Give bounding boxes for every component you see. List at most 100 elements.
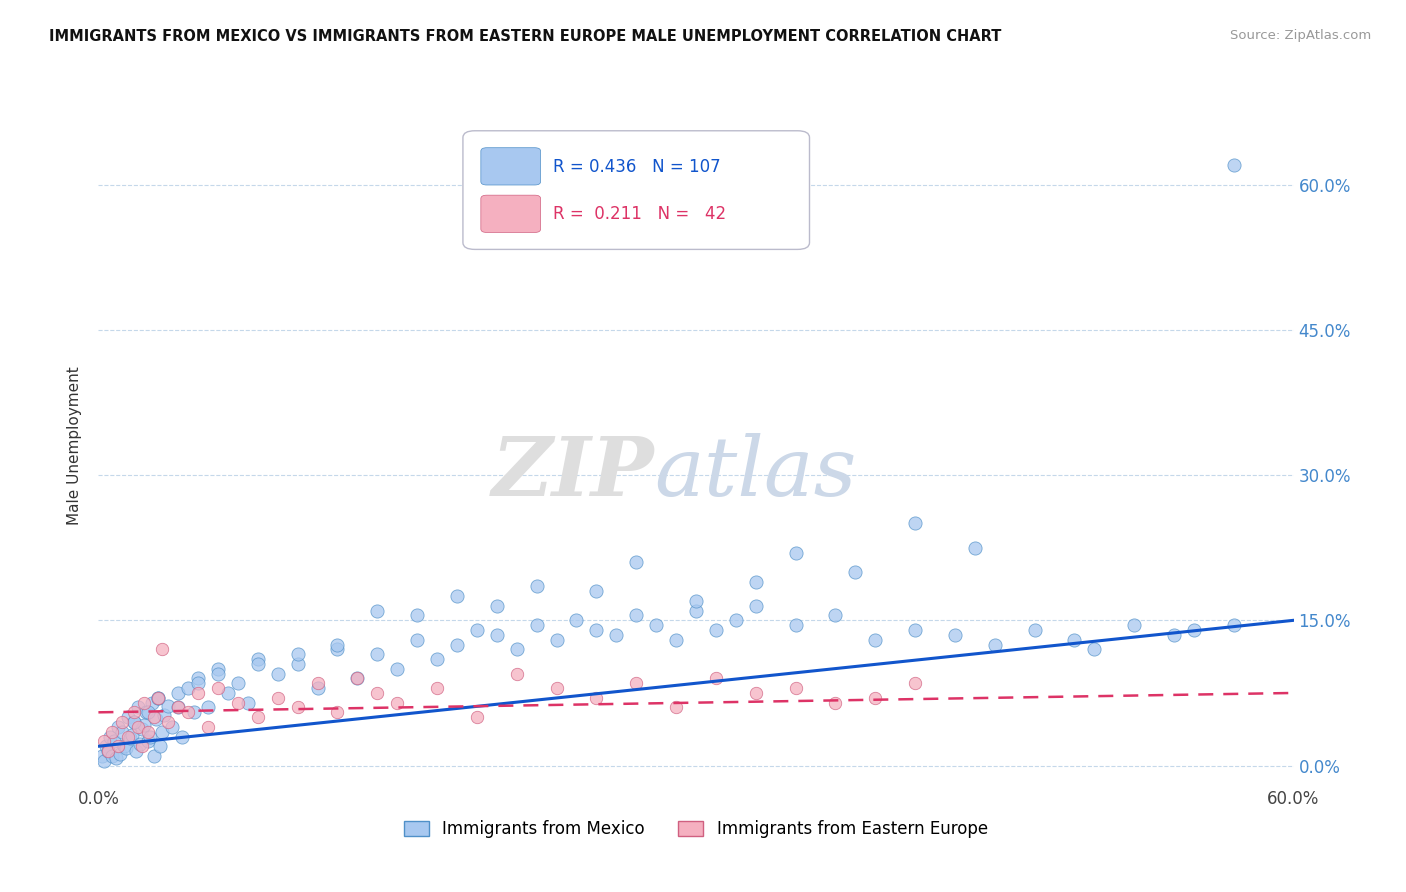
Point (153, 708, 176, 723)
Text: IMMIGRANTS FROM MEXICO VS IMMIGRANTS FROM EASTERN EUROPE MALE UNEMPLOYMENT CORRE: IMMIGRANTS FROM MEXICO VS IMMIGRANTS FRO… (49, 29, 1001, 44)
Point (111, 724, 134, 739)
Point (167, 700, 190, 714)
Point (197, 700, 219, 714)
Point (150, 724, 173, 739)
Point (91, 748, 114, 763)
Point (785, 681, 807, 695)
Point (177, 706, 200, 720)
Point (326, 642, 349, 657)
Text: R =  0.211   N =   42: R = 0.211 N = 42 (553, 205, 725, 223)
Point (127, 720, 149, 734)
Point (160, 720, 183, 734)
Point (124, 706, 146, 720)
Legend: Immigrants from Mexico, Immigrants from Eastern Europe: Immigrants from Mexico, Immigrants from … (398, 814, 994, 845)
Point (685, 604, 707, 618)
Point (267, 690, 290, 705)
Point (134, 718, 156, 732)
Point (565, 613, 588, 627)
Point (1223, 158, 1246, 172)
Point (904, 676, 927, 690)
Point (446, 638, 468, 652)
Point (117, 710, 139, 724)
Point (704, 623, 727, 637)
Point (134, 696, 156, 710)
Point (865, 690, 887, 705)
Point (187, 672, 209, 686)
Point (246, 652, 269, 666)
Point (865, 632, 887, 647)
Point (207, 662, 229, 676)
Point (724, 613, 747, 627)
Point (143, 710, 166, 724)
Point (406, 632, 429, 647)
Point (111, 714, 134, 729)
Point (307, 681, 329, 695)
Point (943, 628, 966, 642)
Text: R = 0.436   N = 107: R = 0.436 N = 107 (553, 158, 720, 176)
Point (1083, 642, 1105, 657)
Point (287, 700, 309, 714)
Point (236, 696, 259, 710)
Point (124, 714, 146, 729)
Point (136, 734, 159, 748)
Point (143, 748, 166, 763)
Point (526, 579, 548, 593)
Point (217, 686, 239, 700)
Point (267, 666, 290, 681)
Point (157, 714, 180, 729)
Point (904, 623, 927, 637)
Point (101, 724, 124, 739)
Point (103, 734, 125, 748)
Point (785, 618, 807, 632)
Point (904, 516, 927, 531)
Point (287, 647, 309, 661)
FancyBboxPatch shape (463, 131, 810, 250)
Point (406, 608, 429, 623)
Point (148, 690, 170, 705)
Point (183, 706, 205, 720)
Point (207, 681, 229, 695)
Point (385, 662, 409, 676)
Point (246, 710, 269, 724)
Point (326, 638, 349, 652)
Point (121, 728, 143, 742)
Point (145, 712, 167, 726)
Point (131, 739, 153, 754)
Point (93, 734, 115, 748)
Point (101, 748, 124, 763)
Point (136, 706, 159, 720)
Point (626, 676, 648, 690)
Point (665, 700, 688, 714)
Point (124, 714, 146, 729)
Point (366, 647, 388, 661)
Text: ZIP: ZIP (492, 434, 654, 513)
Point (107, 720, 129, 734)
Point (117, 730, 139, 744)
Point (745, 686, 768, 700)
Point (426, 681, 449, 695)
Point (963, 541, 986, 555)
Point (585, 584, 607, 599)
Point (346, 672, 368, 686)
Point (157, 698, 180, 713)
Point (526, 618, 548, 632)
Point (177, 681, 200, 695)
Point (187, 676, 209, 690)
Point (149, 739, 172, 754)
Point (148, 690, 170, 705)
Point (97, 744, 120, 758)
Point (139, 730, 162, 744)
Point (110, 747, 132, 761)
Point (844, 565, 866, 579)
Point (105, 751, 128, 765)
Text: atlas: atlas (654, 434, 856, 513)
Point (465, 710, 488, 724)
Point (585, 623, 607, 637)
Point (226, 696, 249, 710)
FancyBboxPatch shape (481, 195, 541, 233)
Point (97, 744, 120, 758)
Point (226, 676, 249, 690)
Point (148, 690, 170, 705)
Point (127, 700, 149, 714)
Point (98, 730, 122, 744)
